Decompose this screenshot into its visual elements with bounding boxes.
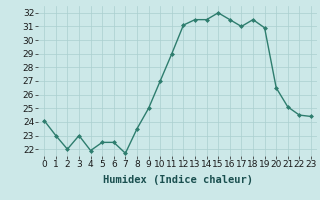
X-axis label: Humidex (Indice chaleur): Humidex (Indice chaleur) — [103, 175, 252, 185]
